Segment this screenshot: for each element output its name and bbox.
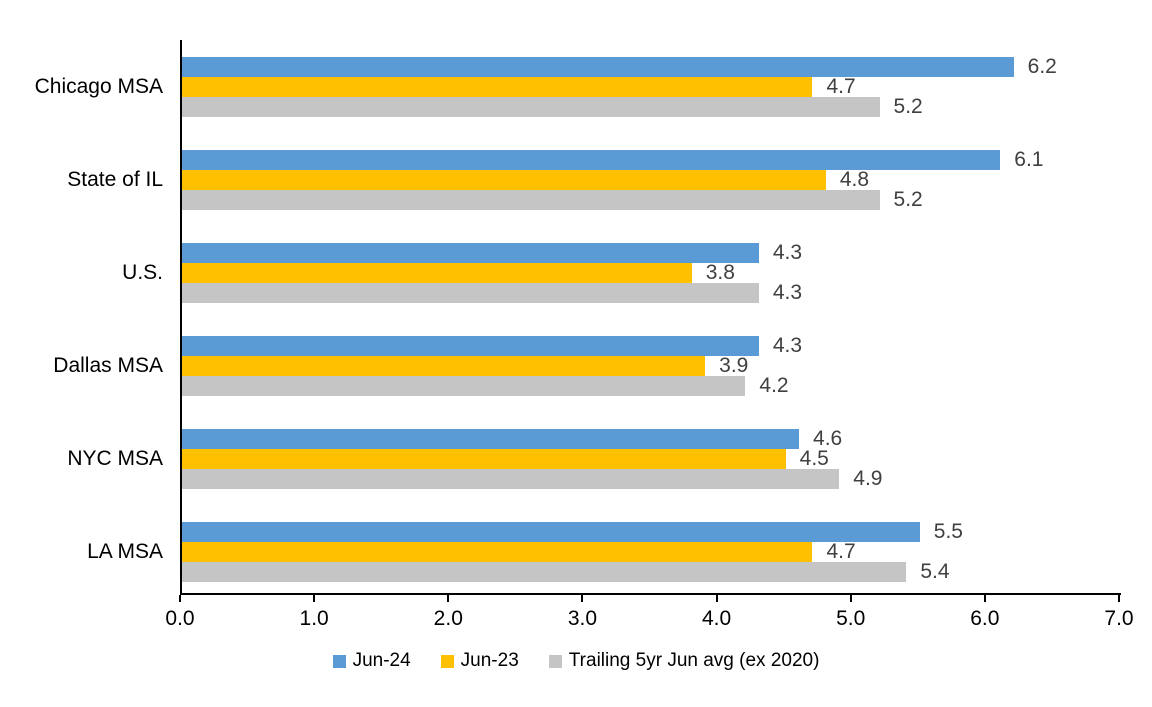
value-label: 4.3 [772,334,803,357]
x-tick-mark [179,595,181,602]
x-tick-mark [983,595,986,602]
bar-dallas-msa-jun-23 [182,356,706,376]
category-label: Chicago MSA [34,75,163,98]
x-tick-label: 3.0 [567,607,598,630]
x-tick-label: 4.0 [701,607,732,630]
legend-label: Jun-24 [352,650,411,671]
value-label: 5.4 [920,560,950,583]
legend-swatch-icon [440,654,454,668]
x-tick-label: 7.0 [1104,607,1134,630]
value-label: 4.3 [772,281,803,304]
category-label: LA MSA [87,540,163,563]
value-label: 4.7 [826,540,856,563]
value-label: 5.2 [893,95,923,118]
x-tick-label: 2.0 [433,607,463,630]
value-label: 4.8 [839,168,870,191]
bar-state-of-il-jun-24 [182,150,1001,170]
legend-label: Jun-23 [460,650,519,671]
bar-dallas-msa-jun-24 [182,336,759,356]
category-label: NYC MSA [67,447,163,470]
x-tick-mark [581,595,584,602]
plot-area: 6.2 4.7 5.2 6.1 4.8 5.2 4.3 3.8 4.3 4.3 3.9 4.2 4.6 4… [180,40,1121,595]
bar-la-msa-trailing-5yr-jun-avg-ex-2020 [182,562,907,582]
category-label: Dallas MSA [53,354,163,377]
value-label: 6.1 [1014,148,1044,171]
x-tick-mark [313,595,316,602]
value-label: 4.3 [772,241,803,264]
category-label: U.S. [122,261,163,284]
x-tick-mark [1118,595,1120,602]
x-tick-label: 6.0 [970,607,1000,630]
legend-swatch-icon [548,654,562,668]
x-tick-label: 0.0 [165,607,195,630]
legend-item-trailing-5yr-jun-avg-ex-2020: Trailing 5yr Jun avg (ex 2020) [548,650,820,672]
legend-label: Trailing 5yr Jun avg (ex 2020) [568,650,820,671]
bar-u-s-jun-24 [182,243,759,263]
value-label: 5.5 [933,520,963,543]
value-label: 3.8 [705,261,735,284]
value-label: 4.9 [853,467,883,490]
value-label: 4.2 [759,374,789,397]
bar-chicago-msa-trailing-5yr-jun-avg-ex-2020 [182,97,880,117]
bar-la-msa-jun-24 [182,522,920,542]
x-tick-mark [715,595,718,602]
bar-nyc-msa-trailing-5yr-jun-avg-ex-2020 [182,469,840,489]
bar-nyc-msa-jun-23 [182,449,786,469]
category-label: State of IL [67,168,163,191]
x-tick-mark [849,595,852,602]
legend-item-jun-24: Jun-24 [332,650,411,672]
bar-chicago-msa-jun-24 [182,57,1014,77]
legend-swatch-icon [332,654,346,668]
bar-state-of-il-jun-23 [182,170,826,190]
value-label: 4.5 [799,447,829,470]
x-tick-label: 1.0 [299,607,329,630]
x-tick-mark [447,595,450,602]
bar-u-s-trailing-5yr-jun-avg-ex-2020 [182,283,759,303]
bar-state-of-il-trailing-5yr-jun-avg-ex-2020 [182,190,880,210]
bar-chicago-msa-jun-23 [182,77,813,97]
legend-item-jun-23: Jun-23 [440,650,519,672]
bar-nyc-msa-jun-24 [182,429,800,449]
value-label: 4.6 [813,427,843,450]
value-label: 6.2 [1027,55,1057,78]
value-label: 3.9 [719,354,749,377]
bar-dallas-msa-trailing-5yr-jun-avg-ex-2020 [182,376,746,396]
bar-la-msa-jun-23 [182,542,813,562]
legend: Jun-24 Jun-23 Trailing 5yr Jun avg (ex 202… [0,650,1152,672]
value-label: 5.2 [893,188,923,211]
value-label: 4.7 [826,75,856,98]
x-tick-label: 5.0 [836,607,866,630]
bar-u-s-jun-23 [182,263,692,283]
